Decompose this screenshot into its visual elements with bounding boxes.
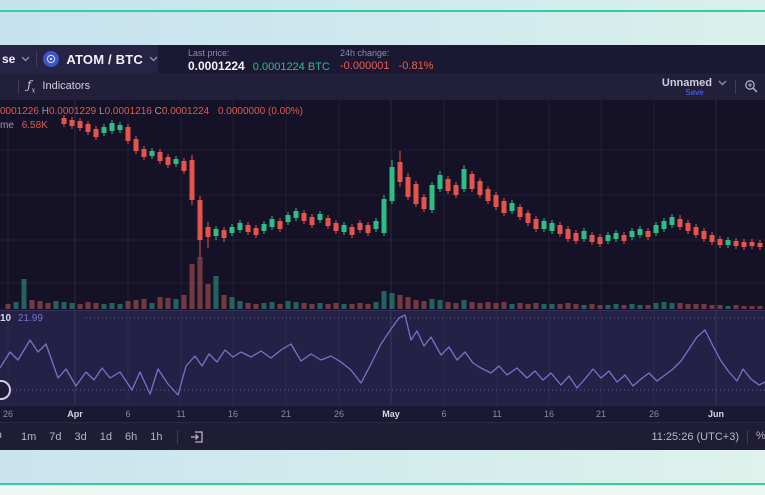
time-axis-label: May (382, 409, 400, 419)
change-stat: 24h change: -0.000001 -0.81% (340, 47, 433, 72)
time-axis[interactable]: 26 Apr 6 11 16 21 26 May 6 11 16 21 26 Jun (0, 405, 765, 422)
page-background-below-line (0, 485, 765, 495)
divider (36, 51, 38, 67)
timeframe-button-7d[interactable]: 7d (49, 430, 62, 443)
time-axis-label: 6 (441, 409, 447, 419)
divider (735, 79, 736, 94)
atom-coin-icon (43, 51, 60, 67)
time-axis-label: 21 (280, 409, 292, 419)
clock-timezone[interactable]: 11:25:26 (UTC+3) (651, 431, 739, 443)
price-chart-pane: 0001226 H0.0001229 L0.0001216 C0.0001224… (0, 100, 765, 310)
trading-chart-widget: se ATOM / BTC Last price: (0, 45, 765, 450)
timeframe-partial: D (0, 430, 8, 444)
time-axis-label: Apr (67, 409, 83, 419)
chevron-down-icon (718, 80, 727, 86)
page-background-top (0, 0, 765, 45)
exchange-selector[interactable]: se (0, 45, 30, 73)
timeframe-button-1m[interactable]: 1m (21, 430, 37, 443)
last-price-value: 0.0001224 (188, 59, 245, 73)
page-accent-line-top (0, 10, 765, 12)
page-accent-line-bottom (0, 483, 765, 485)
time-axis-label: 6 (125, 409, 131, 419)
indicators-button[interactable]: ƒx Indicators (27, 78, 90, 94)
pair-name: ATOM / BTC (66, 51, 143, 67)
pair-selector[interactable]: ATOM / BTC (43, 51, 158, 67)
page-background-bottom (0, 450, 765, 495)
time-axis-label: 26 (333, 409, 345, 419)
last-price-stat: Last price: 0.0001224 0.0001224 BTC (188, 47, 330, 73)
time-axis-label: 21 (595, 409, 607, 419)
change-label: 24h change: (340, 48, 390, 58)
timeframe-button-1h[interactable]: 1h (150, 430, 163, 443)
fx-icon: ƒx (27, 78, 36, 95)
bottom-bar-right: 11:25:26 (UTC+3) % (651, 423, 765, 451)
time-axis-label: 16 (543, 409, 555, 419)
magnifier-icon[interactable] (744, 79, 759, 94)
time-axis-label: 11 (176, 409, 186, 419)
bottom-toolbar: D 1m 7d 3d 1d 6h 1h 11:25:26 (UTC+3) % (0, 422, 765, 450)
layout-name: Unnamed (661, 76, 712, 89)
time-axis-label: 11 (492, 409, 502, 419)
price-chart-canvas[interactable] (0, 100, 765, 310)
layout-menu[interactable]: Unnamed Save (662, 77, 727, 97)
time-axis-label: 26 (2, 409, 14, 419)
time-axis-label: 16 (227, 409, 239, 419)
change-percent: -0.81% (398, 60, 434, 72)
save-layout-link[interactable]: Save (685, 87, 704, 97)
indicator-pane: 10 21.99 (0, 310, 765, 405)
divider (18, 79, 19, 94)
percent-scale-partial[interactable]: % (756, 430, 765, 442)
go-to-date-icon[interactable] (190, 430, 205, 444)
time-axis-label: 26 (648, 409, 660, 419)
ticker-bar: se ATOM / BTC Last price: (0, 45, 765, 73)
change-value: -0.000001 (340, 60, 390, 72)
timeframe-button-1d[interactable]: 1d (99, 430, 113, 443)
last-price-label: Last price: (188, 48, 230, 58)
divider (747, 430, 748, 444)
time-axis-label: Jun (707, 409, 725, 419)
chevron-down-icon (21, 56, 30, 62)
divider (176, 429, 178, 444)
last-price-quote-value: 0.0001224 BTC (252, 61, 330, 73)
toolbar-right: Unnamed Save (662, 73, 759, 100)
pair-selector-zone: se ATOM / BTC (0, 45, 158, 73)
chart-toolbar: ƒx Indicators Unnamed Save (0, 73, 765, 100)
timeframe-button-3d[interactable]: 3d (74, 430, 87, 443)
timeframe-button-6h[interactable]: 6h (125, 430, 138, 443)
indicator-chart-canvas[interactable] (0, 311, 765, 405)
exchange-label: se (2, 52, 16, 66)
timeframe-group: 1m 7d 3d 1d 6h 1h (8, 431, 163, 443)
indicators-label: Indicators (42, 80, 91, 93)
chevron-down-icon (149, 56, 158, 62)
